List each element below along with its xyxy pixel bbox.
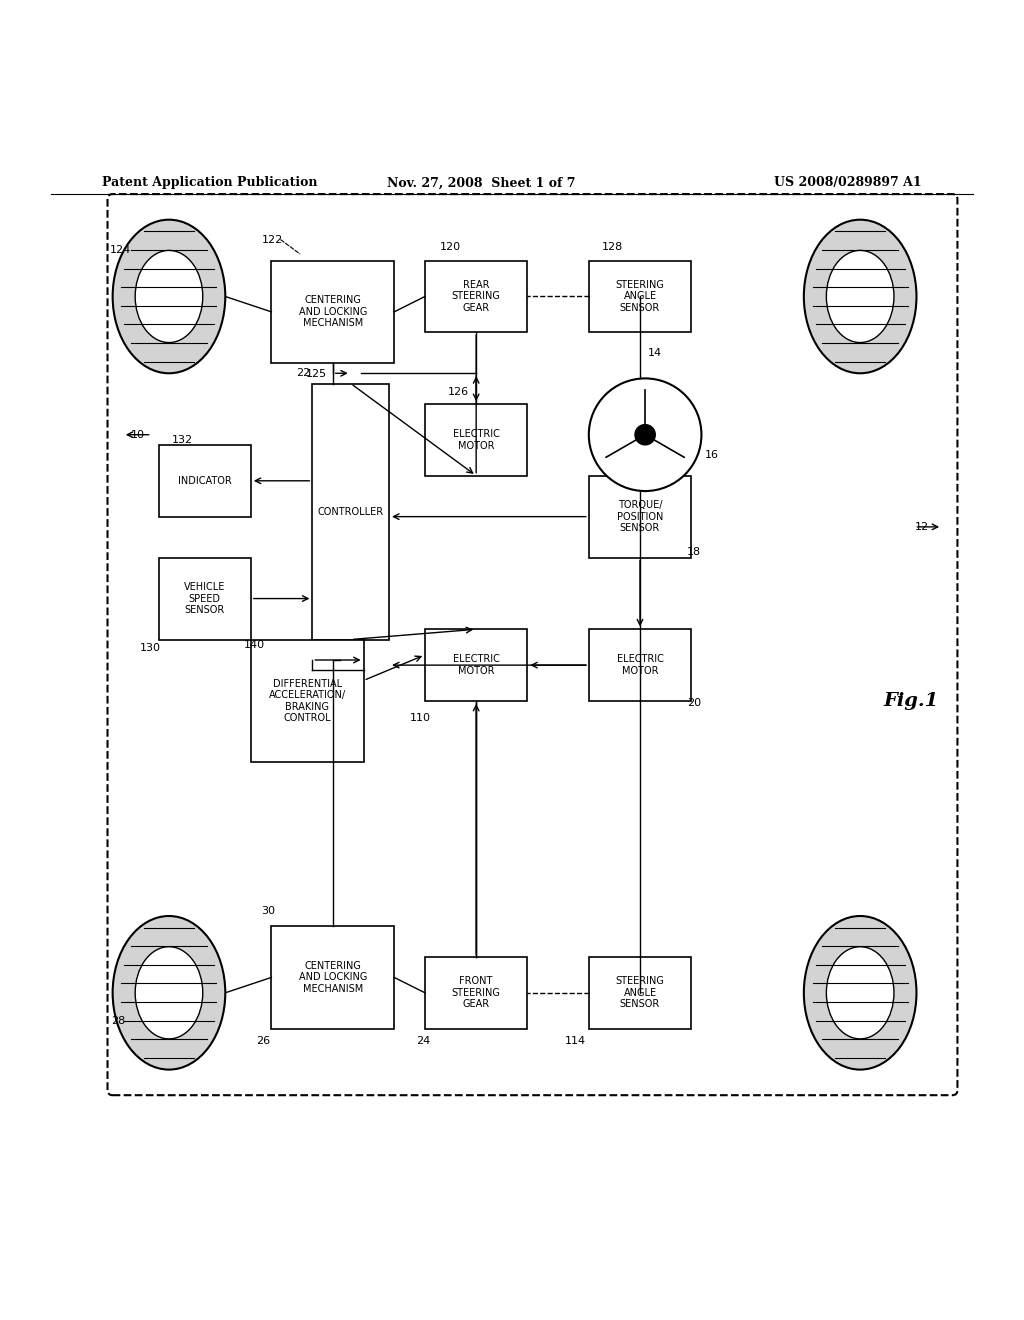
Ellipse shape	[135, 251, 203, 343]
Text: Patent Application Publication: Patent Application Publication	[102, 177, 317, 189]
Text: Nov. 27, 2008  Sheet 1 of 7: Nov. 27, 2008 Sheet 1 of 7	[387, 177, 575, 189]
Circle shape	[635, 425, 655, 445]
FancyBboxPatch shape	[271, 927, 394, 1028]
Text: CENTERING
AND LOCKING
MECHANISM: CENTERING AND LOCKING MECHANISM	[299, 961, 367, 994]
Text: REAR
STEERING
GEAR: REAR STEERING GEAR	[452, 280, 501, 313]
FancyBboxPatch shape	[159, 557, 251, 639]
Text: US 2008/0289897 A1: US 2008/0289897 A1	[774, 177, 922, 189]
Text: 18: 18	[687, 548, 701, 557]
FancyBboxPatch shape	[425, 957, 527, 1028]
Text: STEERING
ANGLE
SENSOR: STEERING ANGLE SENSOR	[615, 977, 665, 1010]
Ellipse shape	[113, 916, 225, 1069]
Text: DIFFERENTIAL
ACCELERATION/
BRAKING
CONTROL: DIFFERENTIAL ACCELERATION/ BRAKING CONTR…	[268, 678, 346, 723]
FancyBboxPatch shape	[251, 639, 364, 763]
Text: 114: 114	[565, 1036, 586, 1045]
Text: 26: 26	[256, 1036, 270, 1045]
Text: 125: 125	[306, 370, 327, 379]
FancyBboxPatch shape	[312, 384, 389, 639]
Text: 140: 140	[244, 640, 264, 649]
Text: 124: 124	[111, 246, 131, 255]
Text: 132: 132	[172, 434, 193, 445]
Ellipse shape	[113, 219, 225, 374]
FancyBboxPatch shape	[589, 957, 691, 1028]
Ellipse shape	[804, 219, 916, 374]
Text: 128: 128	[602, 243, 623, 252]
Text: 110: 110	[410, 713, 430, 723]
Text: CONTROLLER: CONTROLLER	[317, 507, 384, 516]
FancyBboxPatch shape	[589, 630, 691, 701]
Text: 16: 16	[705, 450, 719, 461]
Text: VEHICLE
SPEED
SENSOR: VEHICLE SPEED SENSOR	[184, 582, 225, 615]
Text: ELECTRIC
MOTOR: ELECTRIC MOTOR	[453, 429, 500, 450]
Text: 24: 24	[416, 1036, 430, 1045]
Ellipse shape	[804, 916, 916, 1069]
Text: INDICATOR: INDICATOR	[178, 475, 231, 486]
Ellipse shape	[826, 946, 894, 1039]
Text: 28: 28	[111, 1016, 125, 1027]
Text: 122: 122	[262, 235, 283, 246]
FancyBboxPatch shape	[425, 260, 527, 333]
Text: Fig.1: Fig.1	[884, 692, 939, 710]
Text: 20: 20	[687, 698, 701, 708]
Ellipse shape	[826, 251, 894, 343]
Text: 120: 120	[440, 243, 461, 252]
Ellipse shape	[135, 946, 203, 1039]
FancyBboxPatch shape	[589, 260, 691, 333]
Text: 130: 130	[140, 643, 161, 652]
Text: 12: 12	[914, 521, 929, 532]
Text: ELECTRIC
MOTOR: ELECTRIC MOTOR	[616, 655, 664, 676]
Text: 14: 14	[648, 347, 663, 358]
FancyBboxPatch shape	[589, 475, 691, 557]
FancyBboxPatch shape	[425, 630, 527, 701]
Text: 30: 30	[261, 906, 275, 916]
Text: ELECTRIC
MOTOR: ELECTRIC MOTOR	[453, 655, 500, 676]
Text: 10: 10	[131, 430, 145, 440]
Circle shape	[589, 379, 701, 491]
Text: TORQUE/
POSITION
SENSOR: TORQUE/ POSITION SENSOR	[616, 500, 664, 533]
FancyBboxPatch shape	[271, 260, 394, 363]
Text: STEERING
ANGLE
SENSOR: STEERING ANGLE SENSOR	[615, 280, 665, 313]
Text: FRONT
STEERING
GEAR: FRONT STEERING GEAR	[452, 977, 501, 1010]
FancyBboxPatch shape	[159, 445, 251, 516]
Text: CENTERING
AND LOCKING
MECHANISM: CENTERING AND LOCKING MECHANISM	[299, 296, 367, 329]
Text: 126: 126	[449, 387, 469, 397]
FancyBboxPatch shape	[108, 194, 957, 1096]
Text: 22: 22	[296, 368, 310, 379]
FancyBboxPatch shape	[425, 404, 527, 475]
